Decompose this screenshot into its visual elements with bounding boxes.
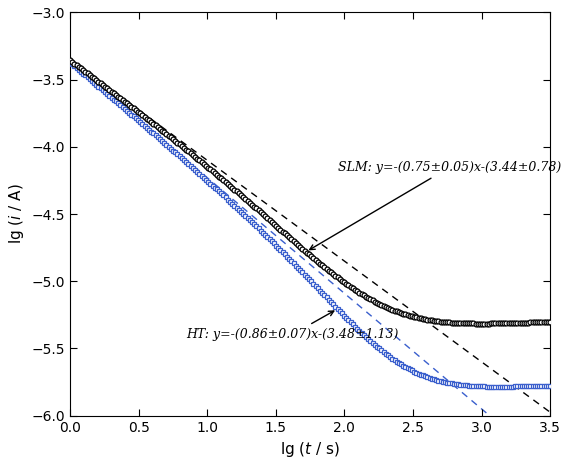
Y-axis label: lg ($i$ / A): lg ($i$ / A) — [7, 184, 26, 245]
Text: SLM: y=-(0.75±0.05)x-(3.44±0.78): SLM: y=-(0.75±0.05)x-(3.44±0.78) — [310, 161, 561, 250]
X-axis label: lg ($t$ / s): lg ($t$ / s) — [280, 440, 340, 459]
Text: HT: y=-(0.86±0.07)x-(3.48±1.13): HT: y=-(0.86±0.07)x-(3.48±1.13) — [187, 311, 399, 341]
